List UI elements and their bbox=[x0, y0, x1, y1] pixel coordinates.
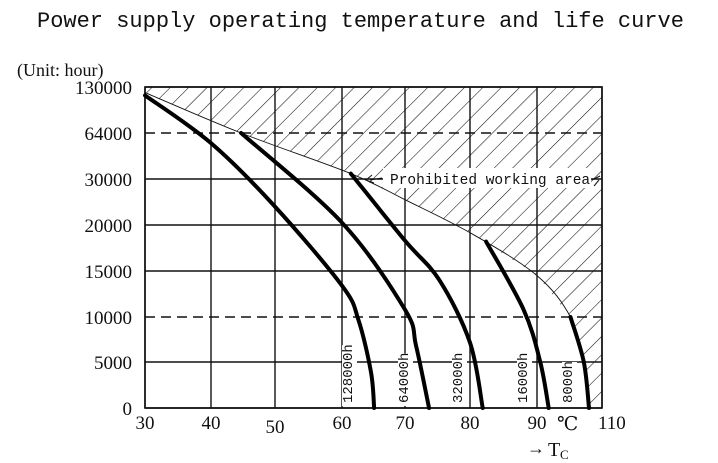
x-tick-label: 50 bbox=[266, 417, 285, 438]
curve-label-bg bbox=[342, 345, 357, 406]
y-tick-label: 64000 bbox=[85, 124, 133, 145]
y-tick-label: 130000 bbox=[75, 78, 132, 99]
curve-label: 16000h bbox=[516, 353, 532, 403]
y-tick-label: 20000 bbox=[85, 216, 133, 237]
curve-label: 64000h bbox=[397, 353, 413, 403]
x-tick-label: 70 bbox=[396, 413, 415, 434]
curve-label: 8000h bbox=[561, 361, 577, 403]
y-tick-label: 0 bbox=[123, 399, 133, 420]
prohibited-area-label: Prohibited working area bbox=[390, 173, 590, 189]
x-tick-label: 90 bbox=[528, 413, 547, 434]
y-tick-label: 5000 bbox=[94, 353, 132, 374]
y-axis-label: (Unit: hour) bbox=[17, 60, 103, 81]
x-axis-arrow: → bbox=[527, 438, 545, 458]
life-curve-128000h bbox=[143, 93, 377, 410]
life-curve-8000h bbox=[568, 315, 591, 410]
curve-label-bg bbox=[562, 362, 577, 406]
x-tick-label: 40 bbox=[202, 413, 221, 434]
curve-labels: 128000h 64000h 32000h 16000h 8000h bbox=[341, 344, 577, 406]
life-curve-32000h bbox=[348, 171, 485, 410]
life-curves bbox=[143, 93, 591, 410]
x-axis-label: T bbox=[548, 439, 560, 461]
y-tick-label: 30000 bbox=[85, 170, 133, 191]
curve-label-bg bbox=[452, 353, 467, 406]
y-tick-label: 10000 bbox=[85, 308, 133, 329]
life-curve-16000h bbox=[484, 239, 551, 410]
curve-label: 128000h bbox=[341, 344, 357, 403]
curve-label: 32000h bbox=[451, 353, 467, 403]
arrow-left-icon bbox=[365, 174, 383, 184]
x-tick-label: 110 bbox=[598, 413, 626, 434]
x-axis-label-sub: C bbox=[560, 447, 569, 462]
prohibited-area bbox=[145, 87, 602, 408]
region-label: Prohibited working area bbox=[365, 168, 601, 189]
tick-labels: 30 40 50 60 70 80 90 110 0 5000 10000 15000 20000 300… bbox=[75, 78, 626, 438]
y-tick-label: 15000 bbox=[85, 262, 133, 283]
arrow-right-icon bbox=[591, 175, 601, 187]
x-tick-label: 60 bbox=[333, 413, 352, 434]
prohibited-area-hatch bbox=[144, 87, 602, 409]
chart-title: Power supply operating temperature and l… bbox=[37, 9, 684, 34]
curve-label-bg bbox=[398, 353, 413, 406]
x-tick-label: 30 bbox=[136, 413, 155, 434]
curve-label-bg bbox=[517, 353, 532, 406]
x-tick-label: 80 bbox=[461, 413, 480, 434]
x-unit-label: ℃ bbox=[557, 414, 578, 435]
life-curve-64000h bbox=[239, 131, 432, 410]
